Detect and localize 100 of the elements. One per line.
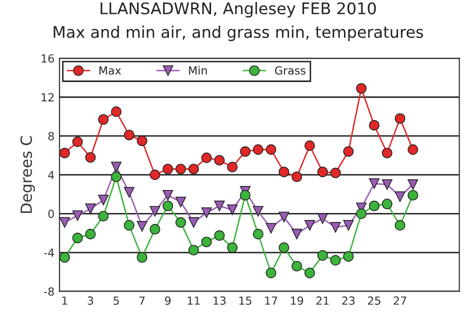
- x-tick-label: 11: [188, 296, 200, 305]
- point: [124, 130, 134, 140]
- x-tick-label: 1: [62, 296, 68, 305]
- point: [408, 179, 418, 190]
- point: [292, 171, 302, 182]
- point: [227, 242, 238, 253]
- point: [394, 220, 406, 231]
- point: [394, 113, 406, 124]
- y-tick-label: 8: [48, 132, 54, 140]
- point: [252, 144, 264, 155]
- y-axis-title: Degrees C: [20, 136, 35, 213]
- y-tick-label: 16: [42, 54, 54, 63]
- point: [292, 228, 302, 240]
- point: [72, 210, 83, 221]
- point: [317, 166, 328, 178]
- point: [124, 187, 134, 198]
- point: [382, 198, 392, 210]
- point: [60, 252, 70, 263]
- point: [394, 191, 406, 202]
- y-tick-label: -8: [44, 287, 54, 296]
- point: [240, 146, 251, 157]
- point: [292, 260, 302, 272]
- point: [330, 222, 341, 233]
- point: [98, 210, 109, 222]
- y-tick-label: 4: [48, 170, 54, 180]
- point: [85, 204, 96, 214]
- point: [227, 162, 238, 172]
- point: [124, 220, 134, 231]
- point: [201, 236, 212, 248]
- point: [343, 220, 354, 231]
- point: [188, 244, 199, 256]
- point: [317, 250, 328, 261]
- y-tick-label: 0: [48, 210, 54, 218]
- y-tick-label: -4: [44, 248, 54, 257]
- point: [110, 106, 122, 117]
- legend-label: Min: [189, 66, 207, 74]
- point: [266, 144, 276, 155]
- point: [356, 83, 367, 94]
- point: [356, 208, 367, 219]
- point: [162, 190, 174, 200]
- x-tick-label: 13: [214, 296, 226, 305]
- point: [98, 114, 109, 125]
- point: [252, 228, 264, 240]
- point: [175, 217, 186, 228]
- x-tick-label: 7: [139, 296, 145, 305]
- point: [368, 120, 380, 131]
- chart-title: LLANSADWRN, Anglesey FEB 2010: [100, 2, 376, 18]
- point: [408, 190, 418, 200]
- chart-subtitle: Max and min air, and grass min, temperatures: [54, 26, 424, 42]
- point: [162, 200, 174, 212]
- point: [278, 166, 290, 178]
- point: [343, 146, 354, 157]
- point: [110, 162, 122, 172]
- y-tick-label: 12: [42, 93, 54, 102]
- point: [368, 200, 380, 212]
- point: [266, 222, 276, 234]
- x-tick-label: 27: [394, 296, 406, 305]
- point: [343, 251, 354, 262]
- point: [304, 268, 316, 278]
- x-tick-label: 3: [88, 296, 94, 305]
- point: [175, 196, 186, 208]
- point: [304, 140, 316, 151]
- point: [382, 148, 392, 158]
- point: [60, 148, 70, 158]
- x-tick-label: 17: [265, 296, 278, 305]
- point: [240, 190, 251, 200]
- point: [175, 164, 186, 174]
- point: [382, 179, 392, 190]
- x-tick-label: 5: [114, 296, 119, 305]
- point: [188, 217, 199, 228]
- point: [278, 212, 290, 222]
- point: [330, 168, 341, 178]
- point: [150, 224, 160, 234]
- point: [136, 136, 148, 146]
- x-tick-label: 19: [290, 296, 304, 305]
- point: [60, 217, 70, 228]
- x-tick-label: 15: [239, 296, 252, 305]
- point: [408, 144, 418, 155]
- point: [150, 206, 160, 217]
- point: [72, 232, 83, 244]
- x-tick-label: 25: [368, 296, 380, 305]
- legend-label: Max: [99, 66, 121, 75]
- x-tick-label: 21: [316, 296, 329, 305]
- point: [201, 152, 212, 164]
- x-tick-label: 9: [165, 296, 171, 305]
- point: [278, 242, 290, 253]
- point: [266, 268, 276, 278]
- point: [214, 154, 225, 166]
- point: [85, 152, 96, 163]
- legend-label: Grass: [275, 66, 306, 75]
- point: [136, 221, 148, 232]
- point: [150, 170, 160, 180]
- x-tick-label: 23: [342, 296, 355, 305]
- point: [201, 207, 212, 218]
- point: [214, 230, 225, 241]
- point: [252, 206, 264, 217]
- point: [85, 228, 96, 240]
- point: [317, 213, 328, 224]
- point: [330, 255, 341, 266]
- point: [227, 204, 238, 216]
